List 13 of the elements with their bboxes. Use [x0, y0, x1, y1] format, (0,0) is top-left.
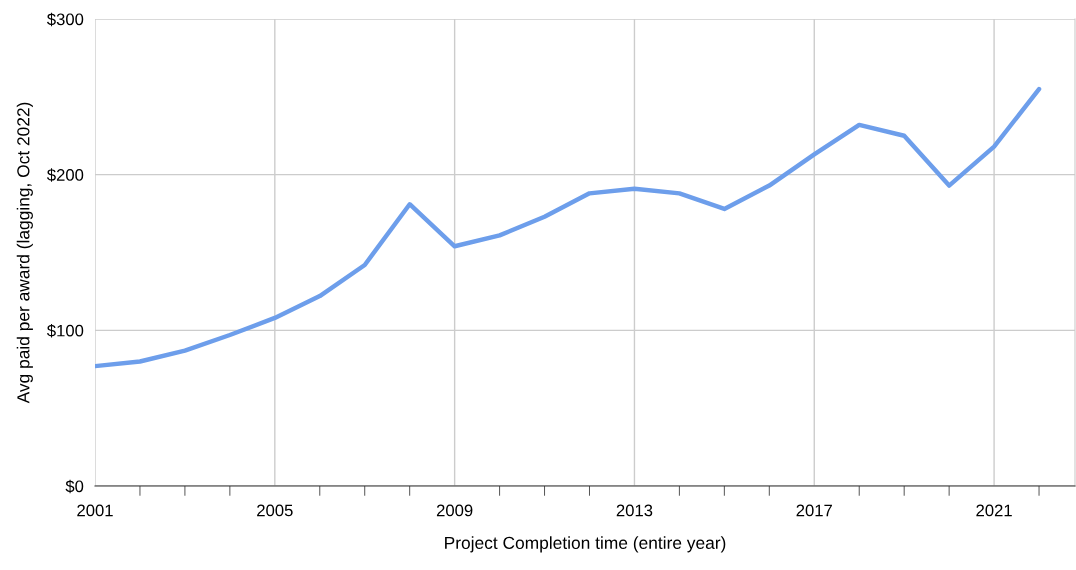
x-tick-label: 2017 — [796, 504, 832, 517]
x-tick-label: 2005 — [257, 504, 293, 517]
x-tick-label: 2013 — [616, 504, 653, 517]
x-tick-label: 2001 — [77, 504, 113, 517]
line-series — [95, 86, 1042, 369]
y-tick-label: $100 — [47, 324, 84, 338]
x-axis-title: Project Completion time (entire year) — [445, 536, 726, 553]
y-tick-label: $0 — [65, 479, 84, 494]
y-axis-title: Avg paid per award (lagging, Oct 2022) — [16, 102, 33, 404]
x-tick-label: 2021 — [976, 504, 1012, 517]
y-tick-label: $300 — [47, 12, 84, 27]
y-tick-label: $200 — [47, 168, 84, 182]
x-tick-label: 2009 — [436, 504, 473, 517]
